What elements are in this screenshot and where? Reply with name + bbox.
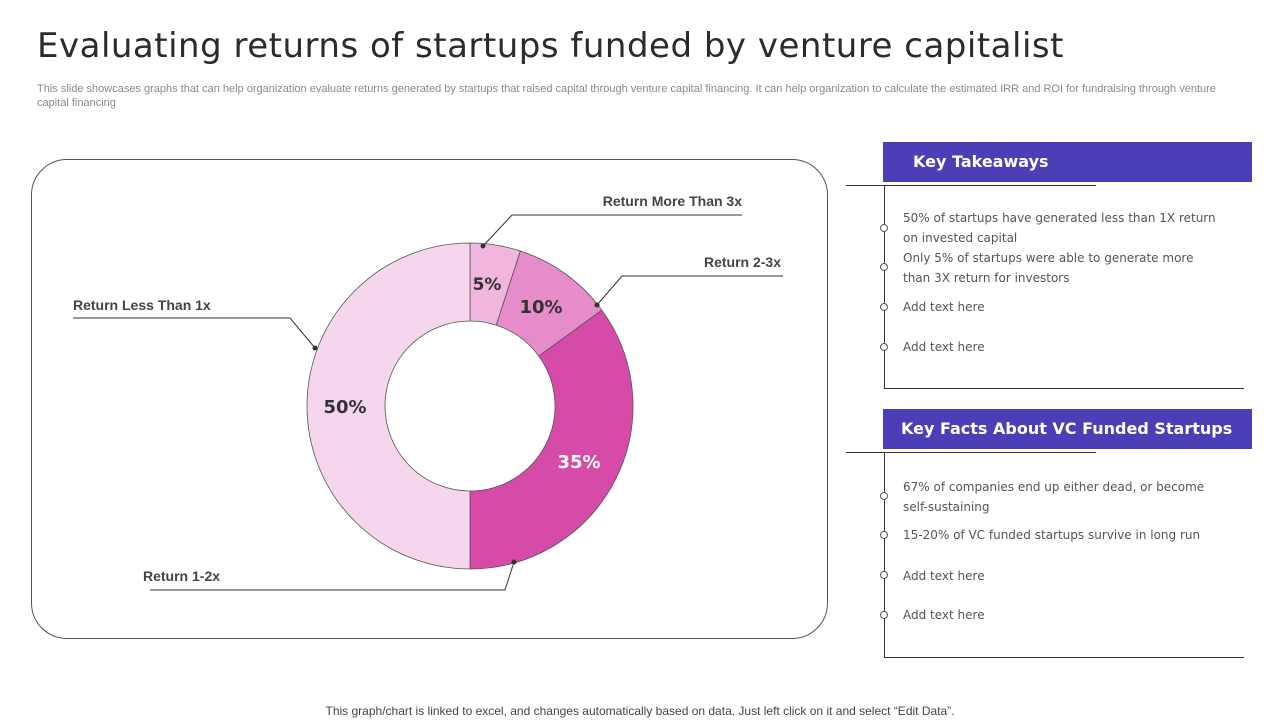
bullet-dot <box>880 611 888 619</box>
slice-value-label: 5% <box>473 275 502 295</box>
slice-value-label: 50% <box>323 397 366 418</box>
slide-subtitle: This slide showcases graphs that can hel… <box>37 83 1216 109</box>
key-takeaways-header: Key Takeaways <box>883 142 1252 182</box>
facts-bottom-rule <box>884 657 1244 658</box>
bullet-dot <box>880 492 888 500</box>
slice-category-label: Return 2-3x <box>704 254 781 270</box>
takeaway-item: Only 5% of startups were able to generat… <box>903 251 1194 285</box>
bullet-dot <box>880 571 888 579</box>
callout-line <box>596 275 783 306</box>
fact-item: 67% of companies end up either dead, or … <box>903 480 1205 514</box>
callout-dot <box>480 243 486 249</box>
takeaway-item: Add text here <box>903 300 985 314</box>
slice-category-label: Return 1-2x <box>143 568 220 584</box>
bullet-dot <box>880 263 888 271</box>
slice-category-label: Return More Than 3x <box>603 193 742 209</box>
takeaways-top-rule <box>846 185 1096 186</box>
fact-item: Add text here <box>903 608 985 622</box>
facts-top-rule <box>846 452 1096 453</box>
bullet-dot <box>880 343 888 351</box>
callout-dot <box>511 559 517 565</box>
takeaway-item: Add text here <box>903 340 985 354</box>
chart-frame <box>31 159 828 639</box>
slide-title: Evaluating returns of startups funded by… <box>37 26 1064 66</box>
slice-category-label: Return Less Than 1x <box>73 297 211 313</box>
takeaway-item: 50% of startups have generated less than… <box>903 211 1216 245</box>
facts-vline <box>884 452 885 657</box>
takeaways-bottom-rule <box>884 388 1244 389</box>
callout-line <box>73 317 316 349</box>
fact-item: 15-20% of VC funded startups survive in … <box>903 528 1201 542</box>
bullet-dot <box>880 531 888 539</box>
bullet-dot <box>880 303 888 311</box>
bullet-dot <box>880 224 888 232</box>
takeaways-vline <box>884 185 885 388</box>
footer-note: This graph/chart is linked to excel, and… <box>325 704 955 718</box>
callout-dot <box>312 345 318 351</box>
callout-line <box>482 214 742 247</box>
donut-slice[interactable] <box>469 309 634 570</box>
fact-item: Add text here <box>903 569 985 583</box>
callout-dot <box>594 302 600 308</box>
slice-value-label: 35% <box>557 452 600 473</box>
donut-slice[interactable] <box>306 242 471 570</box>
key-facts-header: Key Facts About VC Funded Startups <box>883 409 1252 449</box>
callout-line <box>150 561 515 591</box>
slice-value-label: 10% <box>519 297 562 318</box>
